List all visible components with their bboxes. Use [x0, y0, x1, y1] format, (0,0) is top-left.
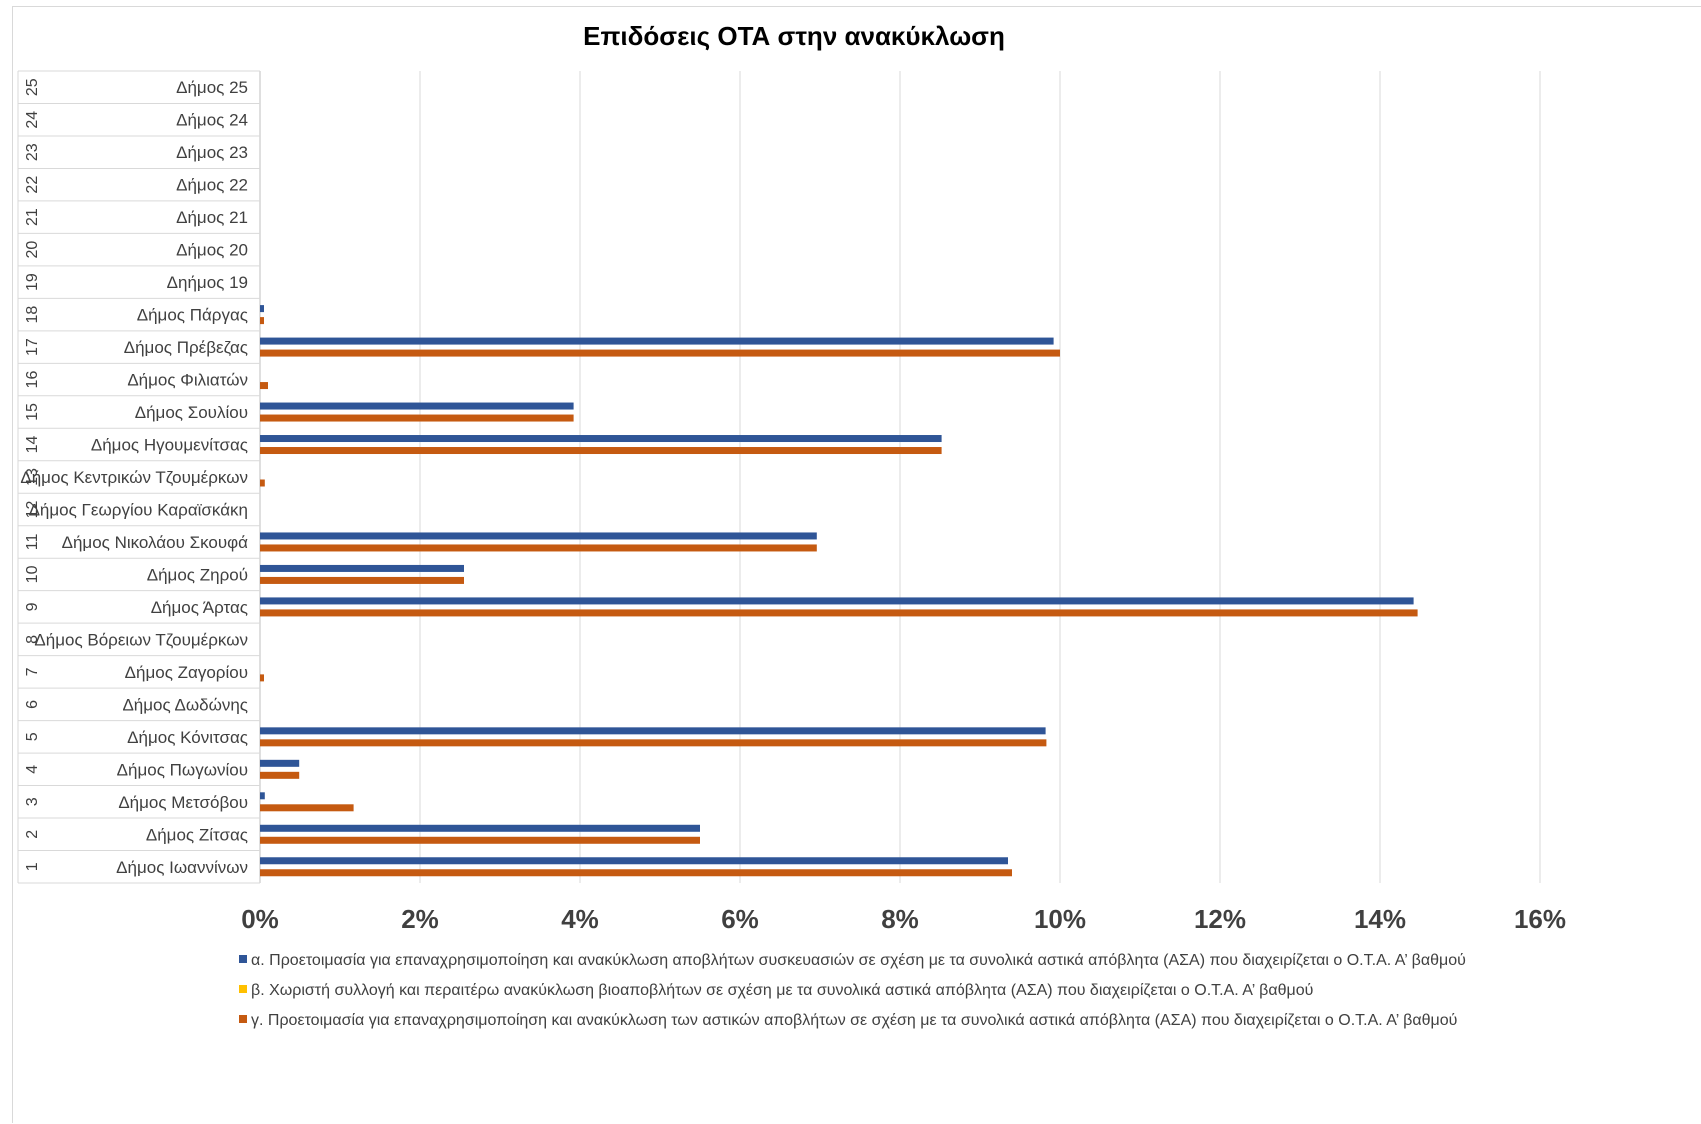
bar-series-1 [260, 759, 300, 767]
category-label: Δήμος 21 [176, 208, 248, 227]
category-number: 5 [24, 732, 41, 741]
category-number: 6 [24, 700, 41, 709]
category-label: Δήμος 22 [176, 176, 248, 195]
x-tick-label: 10% [1034, 904, 1086, 934]
category-number: 14 [24, 436, 41, 454]
bar-series-1 [260, 337, 1054, 345]
category-number: 13 [24, 468, 41, 486]
category-label: Δήμος Γεωργίου Καραϊσκάκη [29, 500, 248, 519]
category-number: 8 [24, 635, 41, 644]
category-label: Δήμος Ζηρού [147, 565, 248, 584]
category-number: 7 [24, 667, 41, 676]
bar-series-1 [260, 402, 574, 410]
category-number: 1 [24, 862, 41, 871]
category-number: 9 [24, 602, 41, 611]
bar-series-3 [260, 836, 700, 844]
legend-entry: α. Προετοιμασία για επαναχρησιμοποίηση κ… [251, 952, 1466, 969]
chart-title: Επιδόσεις ΟΤΑ στην ανακύκλωση [583, 21, 1005, 51]
category-number: 3 [24, 797, 41, 806]
category-label: Δήμος Κεντρικών Τζουμέρκων [20, 468, 248, 487]
x-tick-label: 6% [721, 904, 759, 934]
category-label: Δήμος Μετσόβου [118, 793, 248, 812]
category-number: 11 [24, 534, 41, 551]
bar-series-1 [260, 597, 1414, 605]
category-number: 10 [24, 565, 41, 583]
bar-series-3 [260, 609, 1418, 617]
bar-series-1 [260, 564, 464, 572]
x-tick-label: 16% [1514, 904, 1566, 934]
category-label: Δήμος Σουλίου [135, 403, 248, 422]
category-number: 22 [24, 176, 41, 194]
legend-swatch [239, 955, 247, 963]
category-label: Δήμος Πρέβεζας [124, 338, 248, 357]
legend-entry: γ. Προετοιμασία για επαναχρησιμοποίηση κ… [251, 1012, 1457, 1029]
bar-series-3 [260, 544, 817, 552]
category-label: Δήμος 25 [176, 78, 248, 97]
bar-series-1 [260, 435, 942, 443]
x-tick-label: 8% [881, 904, 919, 934]
x-tick-label: 4% [561, 904, 599, 934]
legend-swatch [239, 985, 247, 993]
category-label: Δήμος Ζίτσας [146, 825, 248, 844]
category-label: Δήμος Πωγωνίου [117, 760, 248, 779]
category-label: Δήμος Ηγουμενίτσας [91, 436, 248, 455]
category-label: Δήμος Κόνιτσας [127, 728, 248, 747]
category-label: Δήμος Φιλιατών [127, 371, 248, 390]
category-number: 15 [24, 403, 41, 421]
bar-series-1 [260, 727, 1046, 735]
x-tick-label: 14% [1354, 904, 1406, 934]
x-tick-label: 12% [1194, 904, 1246, 934]
bar-series-3 [260, 674, 264, 682]
bar-series-1 [260, 792, 265, 800]
bar-series-1 [260, 532, 817, 540]
category-label: Δήμος Νικολάου Σκουφά [62, 533, 249, 552]
bar-series-3 [260, 447, 942, 455]
category-number: 25 [24, 78, 41, 96]
bar-series-3 [260, 349, 1060, 357]
category-number: 4 [24, 765, 41, 774]
category-number: 16 [24, 371, 41, 389]
bar-series-3 [260, 869, 1012, 877]
x-tick-label: 2% [401, 904, 439, 934]
bar-series-3 [260, 576, 464, 584]
bar-series-3 [260, 414, 574, 422]
category-label: Δήμος Ζαγορίου [125, 663, 248, 682]
bar-series-3 [260, 382, 268, 390]
category-label: Δήμος Ιωαννίνων [116, 858, 248, 877]
category-number: 17 [24, 338, 41, 356]
chart-frame: Επιδόσεις ΟΤΑ στην ανακύκλωση 1 Δήμος Ιωα… [12, 6, 1701, 1123]
bar-series-3 [260, 739, 1047, 747]
category-label: Δήμος Άρτας [151, 598, 248, 617]
bar-series-1 [260, 857, 1008, 865]
category-number: 2 [24, 830, 41, 839]
bar-series-3 [260, 317, 264, 325]
category-number: 24 [24, 111, 41, 129]
category-number: 20 [24, 241, 41, 259]
x-tick-label: 0% [241, 904, 279, 934]
legend-swatch [239, 1015, 247, 1023]
category-label: Δήμος 24 [176, 111, 248, 130]
category-number: 18 [24, 306, 41, 324]
category-number: 19 [24, 273, 41, 291]
category-label: Δήμος Πάργας [137, 306, 248, 325]
category-number: 21 [24, 208, 41, 226]
bar-series-3 [260, 771, 300, 779]
bar-series-3 [260, 479, 265, 487]
category-label: Δηήμος 19 [167, 273, 248, 292]
bar-series-1 [260, 824, 700, 832]
bar-chart: Επιδόσεις ΟΤΑ στην ανακύκλωση 1 Δήμος Ιωα… [17, 21, 1566, 1029]
bar-series-3 [260, 804, 354, 812]
legend-entry: β. Χωριστή συλλογή και περαιτέρω ανακύκλ… [251, 982, 1313, 999]
category-label: Δήμος 20 [176, 241, 248, 260]
bar-series-1 [260, 305, 264, 313]
category-label: Δήμος Δωδώνης [122, 695, 248, 714]
category-label: Δήμος Βόρειων Τζουμέρκων [34, 630, 248, 649]
category-number: 23 [24, 143, 41, 161]
category-number: 12 [24, 500, 41, 518]
category-label: Δήμος 23 [176, 143, 248, 162]
